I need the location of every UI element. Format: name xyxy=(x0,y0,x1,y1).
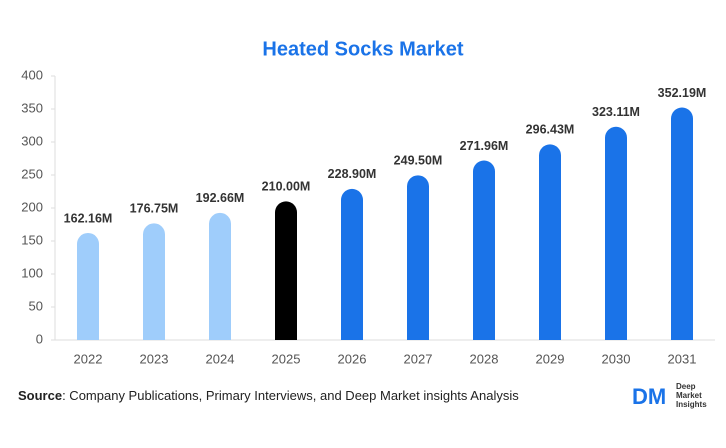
logo-mark: DM xyxy=(632,384,666,409)
x-tick-label: 2024 xyxy=(206,351,235,366)
y-tick-label: 300 xyxy=(21,133,43,148)
bar xyxy=(77,232,99,340)
y-tick-label: 150 xyxy=(21,232,43,247)
value-label: 192.66M xyxy=(196,191,245,205)
logo-line: Market xyxy=(676,391,702,400)
y-tick-label: 250 xyxy=(21,166,43,181)
bar xyxy=(407,175,429,340)
y-tick-label: 350 xyxy=(21,100,43,115)
x-tick-label: 2023 xyxy=(140,351,169,366)
value-label: 210.00M xyxy=(262,180,311,194)
x-tick-label: 2031 xyxy=(668,351,697,366)
bar xyxy=(209,212,231,340)
x-tick-label: 2025 xyxy=(272,351,301,366)
value-label: 176.75M xyxy=(130,202,179,216)
x-tick-label: 2027 xyxy=(404,351,433,366)
y-tick-label: 0 xyxy=(36,331,43,346)
x-tick-label: 2028 xyxy=(470,351,499,366)
value-label: 323.11M xyxy=(592,105,640,119)
source-text: : Company Publications, Primary Intervie… xyxy=(62,388,519,403)
y-tick-label: 400 xyxy=(21,67,43,82)
value-label: 228.90M xyxy=(328,167,377,181)
y-tick-label: 200 xyxy=(21,199,43,214)
x-tick-label: 2030 xyxy=(602,351,631,366)
x-tick-label: 2022 xyxy=(74,351,103,366)
value-label: 352.19M xyxy=(658,86,707,100)
logo-line: Deep xyxy=(676,382,696,391)
chart-title: Heated Socks Market xyxy=(262,38,464,60)
bar xyxy=(605,126,627,340)
bar xyxy=(341,188,363,340)
bar xyxy=(671,107,693,340)
y-tick-label: 50 xyxy=(29,298,43,313)
y-tick-label: 100 xyxy=(21,265,43,280)
source-label: Source xyxy=(18,388,62,403)
bar xyxy=(539,144,561,340)
bar xyxy=(275,201,297,340)
source: Source: Company Publications, Primary In… xyxy=(18,388,519,403)
value-label: 271.96M xyxy=(460,139,509,153)
x-tick-label: 2026 xyxy=(338,351,367,366)
value-label: 296.43M xyxy=(526,123,575,137)
bar xyxy=(473,160,495,340)
logo-line: Insights xyxy=(676,400,707,409)
bar xyxy=(143,223,165,340)
value-label: 162.16M xyxy=(64,211,113,225)
value-label: 249.50M xyxy=(394,154,443,168)
x-tick-label: 2029 xyxy=(536,351,565,366)
